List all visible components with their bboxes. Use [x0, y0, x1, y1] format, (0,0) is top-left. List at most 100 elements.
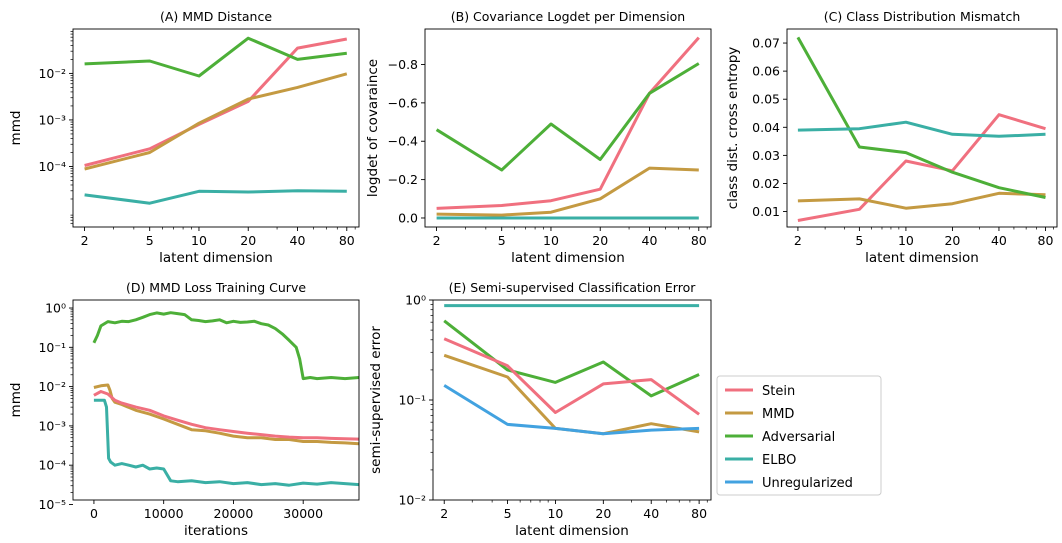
y-tick-label: 10⁻³: [38, 418, 66, 433]
series-elbo-line: [84, 189, 347, 205]
chart-title: (E) Semi-supervised Classification Error: [449, 280, 697, 295]
x-tick-label: 80: [691, 233, 707, 248]
x-axis-label: latent dimension: [511, 250, 625, 266]
series-stein-line: [436, 36, 700, 210]
series-mmd-line: [84, 72, 348, 171]
x-tick-label: 20: [592, 233, 608, 248]
x-tick-label: 5: [504, 506, 512, 521]
y-tick-label: 0.01: [752, 204, 780, 219]
legend-label: Adversarial: [762, 430, 835, 445]
x-tick-label: 5: [498, 233, 506, 248]
plot-frame: [786, 28, 1058, 228]
panel-d: 0 10000 20000 30000 10⁻⁵ 10⁻⁴ 10⁻³ 10⁻² 10⁻¹ 10⁰ (…: [8, 280, 360, 539]
panel-b: 2 5 10 20 40 80 0.0 −0.2 −0.4 −0.6 −0.8 (B) Covaria…: [365, 9, 712, 266]
x-tick-label: 10: [191, 233, 207, 248]
y-tick-label: 0.04: [752, 120, 780, 135]
y-tick-label: −0.8: [388, 57, 418, 72]
x-tick-label: 40: [290, 233, 306, 248]
y-tick-label: 0.05: [752, 92, 780, 107]
y-tick-label: 10⁻⁵: [38, 497, 66, 512]
legend-entry-elbo: ELBO: [725, 453, 796, 468]
y-tick-label: −0.2: [388, 172, 418, 187]
x-tick-label: 10: [898, 233, 914, 248]
y-tick-label: 10⁻⁴: [38, 159, 66, 174]
y-tick-label: 10⁻¹: [398, 393, 426, 408]
y-tick-label: 0.0: [398, 210, 418, 225]
x-tick-label: 20000: [214, 506, 254, 521]
legend-label: Stein: [762, 384, 795, 399]
plot-frame: [72, 299, 360, 501]
panel-a: 2 5 10 20 40 80 10⁻⁴ 10⁻³ 10⁻² (A) MMD Distance la…: [8, 9, 360, 266]
x-tick-label: 80: [339, 233, 355, 248]
y-tick-label: 10⁻³: [38, 112, 66, 127]
chart-title: (A) MMD Distance: [160, 9, 272, 24]
y-tick-label: 0.06: [752, 64, 780, 79]
x-tick-label: 10000: [144, 506, 184, 521]
x-tick-label: 80: [691, 506, 707, 521]
x-tick-label: 10: [543, 233, 559, 248]
x-tick-label: 40: [642, 233, 658, 248]
x-tick-label: 2: [81, 233, 89, 248]
x-tick-label: 2: [794, 233, 802, 248]
series-elbo-line: [93, 398, 359, 487]
panel-e: 2 5 10 20 40 80 10⁻² 10⁻¹ 10⁰ (E) Semi-supervised…: [368, 280, 712, 539]
x-tick-label: 5: [855, 233, 863, 248]
series-adversarial-line: [84, 36, 347, 78]
series-unregularized-line: [443, 384, 700, 436]
chart-title: (C) Class Distribution Mismatch: [824, 9, 1021, 24]
x-tick-label: 2: [440, 506, 448, 521]
legend: Stein MMD Adversarial ELBO Unregularized: [716, 375, 882, 496]
y-tick-label: 10⁰: [45, 301, 66, 316]
series-stein-line: [797, 113, 1046, 222]
legend-label: ELBO: [762, 453, 796, 468]
x-tick-label: 20: [944, 233, 960, 248]
x-tick-label: 40: [991, 233, 1007, 248]
y-axis-label: logdet of covaraince: [365, 59, 381, 197]
series-stein-line: [443, 337, 700, 416]
x-tick-label: 40: [643, 506, 659, 521]
x-tick-label: 80: [1038, 233, 1054, 248]
plot-frame: [72, 28, 360, 228]
y-tick-label: 10⁻²: [38, 66, 66, 81]
legend-entry-unregularized: Unregularized: [725, 476, 853, 491]
y-tick-label: 10⁻¹: [38, 340, 66, 355]
chart-title: (B) Covariance Logdet per Dimension: [451, 9, 685, 24]
x-tick-label: 0: [90, 506, 98, 521]
series-adversarial-line: [435, 62, 700, 172]
legend-label: MMD: [762, 407, 794, 422]
x-tick-label: 30000: [283, 506, 323, 521]
series-mmd-line: [436, 166, 699, 217]
y-tick-label: 0.03: [752, 148, 780, 163]
y-tick-label: 0.02: [752, 176, 780, 191]
y-tick-label: −0.6: [388, 95, 418, 110]
chart-title: (D) MMD Loss Training Curve: [126, 280, 306, 295]
y-tick-label: 10⁻²: [398, 493, 426, 508]
legend-box: [716, 375, 882, 496]
series-stein-line: [84, 37, 348, 167]
x-axis-label: latent dimension: [515, 523, 629, 539]
y-tick-label: 10⁻⁴: [38, 458, 66, 473]
y-tick-label: 10⁰: [405, 293, 426, 308]
panel-c: 2 5 10 20 40 80 0.01 0.02 0.03 0.04 0.05 0.06 0.07 (C…: [725, 9, 1058, 266]
x-axis-label: latent dimension: [865, 250, 979, 266]
legend-label: Unregularized: [762, 476, 853, 491]
x-tick-label: 20: [595, 506, 611, 521]
y-axis-label: mmd: [8, 383, 24, 418]
legend-entry-mmd: MMD: [725, 407, 794, 422]
plot-frame: [424, 28, 712, 228]
x-tick-label: 10: [547, 506, 563, 521]
x-tick-label: 5: [146, 233, 154, 248]
legend-entry-stein: Stein: [725, 384, 795, 399]
y-tick-label: −0.4: [388, 134, 418, 149]
legend-entry-adversarial: Adversarial: [725, 430, 835, 445]
series-stein-line: [93, 390, 359, 441]
y-axis-label: semi-supervised error: [368, 326, 384, 474]
x-tick-label: 20: [240, 233, 256, 248]
series-adversarial-line: [92, 311, 359, 381]
y-tick-label: 10⁻²: [38, 379, 66, 394]
y-tick-label: 0.07: [752, 36, 780, 51]
series-mmd-line: [797, 191, 1046, 210]
y-axis-label: class dist. cross entropy: [725, 47, 741, 210]
x-tick-label: 2: [433, 233, 441, 248]
